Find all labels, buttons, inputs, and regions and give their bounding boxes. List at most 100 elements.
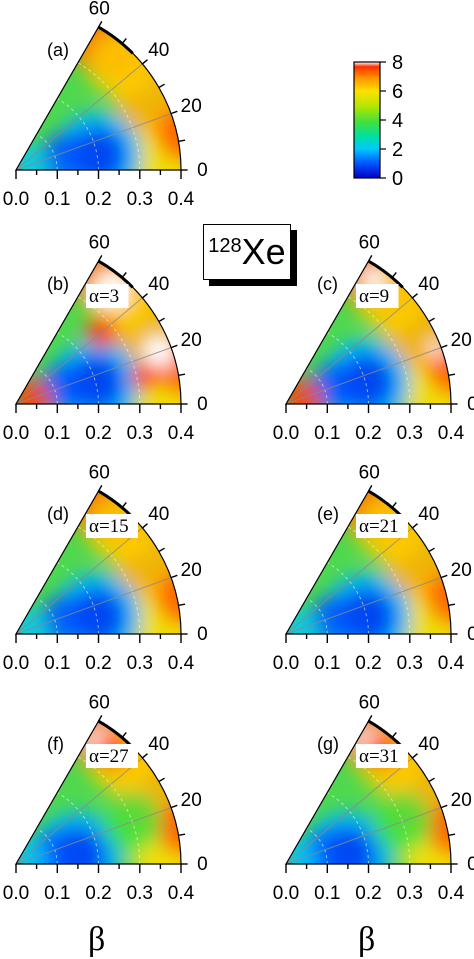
gamma-tick	[141, 293, 148, 299]
alpha-label-bg	[356, 284, 399, 308]
gamma-tick-label: 60	[359, 463, 380, 484]
alpha-label-bg	[86, 744, 138, 768]
gamma-tick	[121, 38, 127, 45]
x-tick-label: 0.0	[273, 653, 299, 674]
x-tick-label: 0.2	[355, 883, 381, 904]
gamma-tick	[170, 804, 178, 809]
grid-radial	[15, 113, 172, 171]
grid-arc	[327, 562, 369, 635]
x-tick-label: 0.0	[273, 423, 299, 444]
panel-a: 0.0 0.1 0.2 0.3 0.40 20 40 60 (a)	[3, 0, 208, 210]
colorbar-gradient	[353, 61, 381, 179]
gamma-tick	[428, 547, 435, 553]
alpha-label-bg	[356, 514, 408, 538]
grid-radial	[285, 577, 442, 635]
heat-blob	[16, 378, 52, 404]
x-tick-label: 0.2	[85, 653, 111, 674]
gamma-tick	[448, 833, 456, 836]
x-tick-label: 0.3	[397, 883, 423, 904]
gamma-tick-label: 60	[89, 0, 110, 20]
panel-e: 0.0 0.1 0.2 0.3 0.40 20 40 60 (e) α=21	[273, 463, 474, 675]
x-tick-label: 0.1	[44, 189, 70, 210]
gamma-tick	[178, 139, 186, 142]
x-tick-label: 0.0	[273, 883, 299, 904]
gamma-tick-label: 40	[148, 734, 169, 755]
x-tick-label: 0.4	[168, 189, 195, 210]
heat-blob	[157, 106, 182, 162]
x-tick-label: 0.2	[85, 423, 111, 444]
gamma-tick-label: 20	[181, 330, 202, 351]
gamma-tick	[97, 255, 103, 262]
arc-highlight	[97, 25, 134, 55]
gamma-tick	[411, 753, 418, 759]
gamma-tick	[170, 344, 178, 349]
panel-g: 0.0 0.1 0.2 0.3 0.40 20 40 60 (g) α=31	[273, 693, 474, 905]
panel-label: (b)	[47, 274, 69, 294]
gamma-tick-label: 40	[418, 734, 439, 755]
gamma-tick	[428, 317, 435, 323]
x-tick-label: 0.4	[168, 883, 195, 904]
heat-blob	[309, 595, 358, 634]
gamma-tick	[121, 272, 127, 279]
grid-radial	[15, 347, 172, 405]
nucleus-mass: 128	[208, 235, 242, 257]
alpha-label: α=31	[359, 746, 399, 767]
x-tick-label: 0.2	[85, 883, 111, 904]
colorbar-tick-label: 0	[392, 168, 403, 190]
gamma-tick	[178, 833, 186, 836]
grid-radial	[15, 63, 143, 171]
gamma-tick	[178, 603, 186, 606]
gamma-tick-label: 0	[467, 624, 474, 645]
gamma-tick-label: 60	[89, 463, 110, 484]
gamma-tick	[121, 502, 127, 509]
x-tick-label: 0.2	[355, 423, 381, 444]
gamma-tick	[141, 753, 148, 759]
grid-arc	[57, 792, 99, 865]
gamma-tick	[97, 485, 103, 492]
alpha-label-bg	[356, 744, 408, 768]
grid-radial	[15, 577, 172, 635]
gamma-tick	[448, 373, 456, 376]
gamma-tick-label: 20	[181, 790, 202, 811]
gamma-tick	[448, 603, 456, 606]
panel-label: (g)	[317, 734, 339, 754]
gamma-tick	[158, 547, 165, 553]
panel-b: 0.0 0.1 0.2 0.3 0.40 20 40 60 (b) α=3	[3, 233, 208, 445]
x-tick-label: 0.3	[397, 653, 423, 674]
alpha-label: α=9	[359, 286, 389, 307]
gamma-tick	[367, 255, 373, 262]
gamma-tick	[391, 732, 397, 739]
gamma-tick	[178, 373, 186, 376]
grid-radial	[285, 347, 442, 405]
gamma-tick-label: 0	[467, 854, 474, 875]
grid-radial	[15, 297, 143, 405]
nucleus-label: 128Xe	[203, 224, 291, 280]
gamma-tick-label: 20	[451, 560, 472, 581]
grid-radial	[15, 527, 143, 635]
gamma-tick-label: 40	[418, 504, 439, 525]
gamma-tick	[170, 110, 178, 115]
colorbar-tick-label: 2	[392, 139, 403, 161]
grid-radial	[15, 807, 172, 865]
gamma-tick-label: 0	[197, 854, 208, 875]
gamma-tick	[440, 344, 448, 349]
xlabel-left: β	[88, 921, 105, 958]
gamma-tick	[158, 777, 165, 783]
gamma-tick-label: 0	[197, 160, 208, 181]
x-tick-label: 0.4	[438, 883, 465, 904]
x-tick-label: 0.3	[397, 423, 423, 444]
grid-arc	[57, 98, 99, 171]
grid-radial	[15, 757, 143, 865]
heat-blob	[157, 800, 182, 856]
gamma-tick	[170, 574, 178, 579]
grid-arc	[57, 332, 99, 405]
gamma-tick-label: 40	[418, 274, 439, 295]
heat-blob	[286, 378, 322, 404]
gamma-tick-label: 20	[451, 330, 472, 351]
colorbar-tick-label: 6	[392, 81, 403, 103]
grid-arc	[327, 332, 369, 405]
x-tick-label: 0.2	[355, 653, 381, 674]
panel-label: (e)	[317, 504, 339, 524]
grid-arc	[57, 562, 99, 635]
